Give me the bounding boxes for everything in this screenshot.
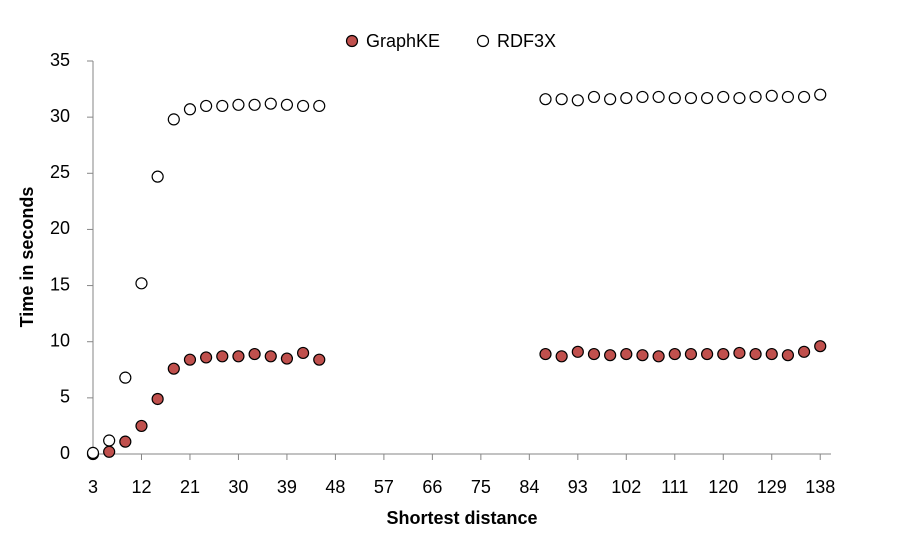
x-tick-label: 39 (277, 477, 297, 497)
x-tick-label: 138 (805, 477, 835, 497)
data-point (749, 90, 762, 104)
data-point (119, 435, 132, 448)
x-tick-label: 120 (708, 477, 738, 497)
y-tick-label: 0 (60, 443, 70, 463)
data-point (797, 90, 811, 104)
data-point (539, 347, 552, 361)
data-point (216, 99, 229, 113)
data-point (248, 98, 261, 111)
data-point (733, 346, 746, 360)
data-point (135, 419, 148, 433)
data-point (684, 91, 698, 105)
data-point (183, 103, 197, 116)
x-tick-label: 102 (611, 477, 641, 497)
data-point (765, 347, 778, 361)
data-point (248, 347, 261, 361)
data-point (620, 347, 633, 361)
data-point (264, 97, 277, 110)
y-tick-label: 10 (50, 330, 70, 350)
data-point (232, 98, 245, 111)
data-point (587, 347, 601, 361)
data-point (749, 347, 762, 361)
data-point (571, 345, 584, 358)
data-point (313, 353, 326, 366)
x-tick-label: 75 (471, 477, 491, 497)
data-point (296, 346, 310, 360)
y-tick-label: 5 (60, 387, 70, 407)
data-point (571, 94, 584, 107)
data-point (604, 93, 617, 106)
x-tick-label: 129 (757, 477, 787, 497)
x-tick-label: 3 (88, 477, 98, 497)
data-point (620, 91, 633, 105)
data-point (167, 362, 180, 375)
x-tick-label: 57 (374, 477, 394, 497)
data-point (717, 90, 730, 104)
y-tick-label: 35 (50, 50, 70, 70)
x-tick-label: 12 (131, 477, 151, 497)
data-point (701, 91, 714, 105)
legend-label: RDF3X (497, 31, 556, 51)
data-point (814, 340, 827, 353)
data-point (264, 350, 277, 363)
data-point (684, 347, 698, 361)
data-point (86, 446, 100, 459)
data-point (555, 350, 568, 363)
legend-label: GraphKE (366, 31, 440, 51)
data-point (167, 113, 180, 126)
x-tick-label: 48 (325, 477, 345, 497)
x-tick-label: 21 (180, 477, 200, 497)
data-point (604, 349, 617, 362)
data-point (232, 350, 245, 363)
data-point (103, 434, 116, 447)
x-tick-label: 111 (661, 477, 688, 497)
data-point (797, 345, 811, 358)
data-point (151, 392, 164, 406)
data-point (200, 351, 213, 364)
data-point (216, 350, 229, 363)
data-point (280, 98, 294, 111)
data-point (668, 347, 681, 361)
data-point (652, 90, 665, 104)
legend-marker (476, 34, 490, 48)
data-point (119, 371, 132, 384)
y-tick-label: 20 (50, 218, 70, 238)
data-point (183, 353, 197, 366)
data-point (668, 91, 681, 105)
data-point (636, 349, 649, 362)
data-point (652, 350, 665, 363)
x-tick-label: 84 (519, 477, 539, 497)
data-point (701, 347, 714, 361)
y-tick-label: 15 (50, 274, 70, 294)
data-point (781, 349, 795, 362)
x-axis-label: Shortest distance (386, 508, 537, 528)
x-tick-label: 30 (228, 477, 248, 497)
data-point (280, 352, 294, 365)
legend-marker (345, 34, 359, 48)
data-point (103, 445, 116, 458)
data-point (151, 170, 164, 183)
data-point (135, 277, 148, 290)
y-axis-label: Time in seconds (17, 187, 37, 328)
data-point (781, 90, 795, 104)
data-point (200, 99, 213, 113)
y-tick-label: 30 (50, 106, 70, 126)
data-point (717, 347, 730, 361)
data-point (636, 90, 649, 104)
y-tick-label: 25 (50, 162, 70, 182)
x-tick-label: 93 (568, 477, 588, 497)
data-point (555, 93, 568, 106)
data-point (587, 90, 601, 104)
data-point (296, 99, 310, 113)
data-point (765, 89, 778, 102)
data-point (814, 88, 827, 101)
x-tick-label: 66 (422, 477, 442, 497)
data-point (539, 93, 552, 106)
data-point (733, 91, 746, 105)
data-point (313, 99, 326, 113)
